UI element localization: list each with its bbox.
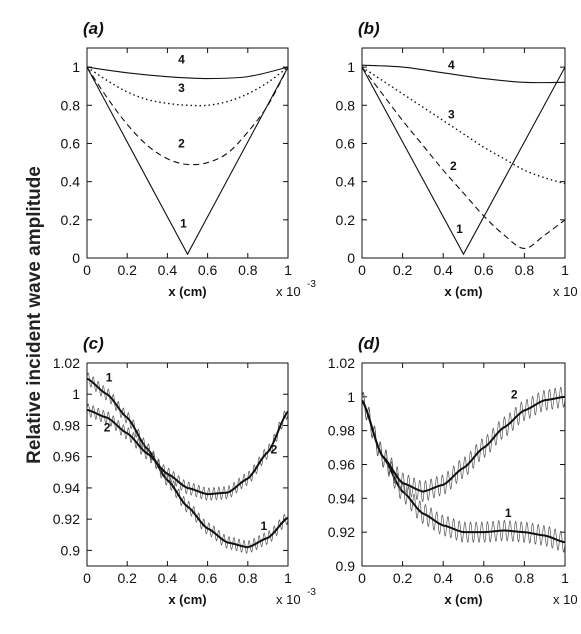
x-axis-multiplier: x 10 [276, 284, 301, 299]
y-tick-label: 0.2 [61, 212, 81, 228]
series-1-label: 1 [106, 371, 113, 385]
x-axis-multiplier-exponent: -3 [307, 279, 316, 290]
x-tick-label: 0.4 [158, 262, 178, 278]
y-tick-label: 0.8 [61, 97, 81, 113]
x-tick-label: 0.6 [198, 570, 218, 586]
x-tick-label: 0 [83, 570, 91, 586]
y-tick-label: 0.4 [336, 174, 356, 190]
x-axis-label: x (cm) [168, 592, 206, 607]
y-tick-label: 0.6 [336, 135, 356, 151]
x-axis-multiplier: x 10 [553, 592, 578, 607]
series-1-line [362, 66, 565, 256]
series-2-line [87, 408, 288, 496]
y-tick-label: 0.9 [61, 542, 81, 558]
x-tick-label: 0 [358, 570, 366, 586]
chart-panel-d: (d) 0 0.2 0.4 0.6 0.8 1 0.9 0.92 0.94 0.96 0.98 1 1.0… [328, 334, 578, 607]
panel-label: (c) [83, 334, 104, 353]
series-2-line [362, 66, 565, 250]
y-tick-label: 0 [347, 250, 355, 266]
y-tick-label: 1.02 [53, 355, 80, 371]
plot-frame [86, 362, 289, 567]
chart-panel-c: (c) 0 0.2 0.4 0.6 0.8 1 0.9 0.92 0.94 0.96 0.98 1 1.0… [53, 334, 317, 607]
x-tick-label: 0.8 [515, 570, 535, 586]
x-axis-multiplier: x 10 [553, 284, 578, 299]
x-tick-label: 0.4 [433, 570, 453, 586]
series-4-line [87, 66, 288, 80]
series-2-label: 2 [511, 388, 518, 402]
series-3-label: 3 [448, 108, 455, 122]
x-tick-label: 0.2 [117, 262, 137, 278]
chart-panel-a: (a) 0 0.2 0.4 0.6 0.8 1 0 0.2 0.4 0.6 0.8 1 x (cm) x 1… [61, 19, 317, 299]
x-axis-multiplier: x 10 [276, 592, 301, 607]
series-3-line [87, 66, 288, 107]
series-1-line [362, 399, 565, 544]
series-1-label: 1 [456, 222, 463, 236]
y-tick-label: 0.94 [53, 480, 80, 496]
series-2-label: 2 [104, 421, 111, 435]
panel-label: (b) [358, 19, 380, 38]
x-tick-label: 0.6 [474, 262, 494, 278]
x-tick-label: 0.2 [393, 262, 413, 278]
x-tick-label: 0.8 [515, 262, 535, 278]
x-tick-label: 0.2 [117, 570, 137, 586]
y-tick-label: 1 [347, 59, 355, 75]
plot-frame [86, 47, 289, 259]
y-tick-label: 1 [72, 386, 80, 402]
x-axis-label: x (cm) [444, 592, 482, 607]
y-tick-label: 0.2 [336, 212, 356, 228]
y-tick-label: 0.4 [61, 174, 81, 190]
x-tick-label: 0.6 [198, 262, 218, 278]
series-4-line [362, 64, 565, 84]
series-2-label: 2 [450, 159, 457, 173]
x-tick-label: 0.2 [393, 570, 413, 586]
y-tick-label: 0.98 [328, 423, 355, 439]
series-1-label: 1 [180, 216, 187, 230]
x-axis-label: x (cm) [168, 284, 206, 299]
x-tick-label: 0.4 [158, 570, 178, 586]
y-tick-label: 1.02 [328, 355, 355, 371]
x-tick-label: 0 [358, 262, 366, 278]
y-tick-label: 0.8 [336, 97, 356, 113]
x-axis-multiplier-exponent: -3 [307, 587, 316, 598]
y-tick-label: 0.96 [328, 457, 355, 473]
x-tick-label: 0 [83, 262, 91, 278]
y-tick-label: 0.6 [61, 135, 81, 151]
panel-label: (a) [83, 19, 104, 38]
y-tick-label: 1 [72, 59, 80, 75]
y-tick-label: 0.9 [336, 558, 356, 574]
series-2-oscillation [87, 403, 288, 501]
series-2-line [362, 395, 565, 493]
series-2-line [87, 66, 288, 166]
series-1-line [87, 377, 288, 549]
chart-panel-b: (b) 0 0.2 0.4 0.6 0.8 1 0 0.2 0.4 0.6 0.8 1 x (cm) x 1… [336, 19, 578, 299]
series-4-label: 4 [448, 58, 455, 72]
y-tick-label: 0.96 [53, 449, 80, 465]
x-tick-label: 1 [561, 262, 569, 278]
series-3-label: 3 [178, 81, 185, 95]
series-1-line [87, 66, 288, 256]
x-tick-label: 0.6 [474, 570, 494, 586]
series-4-label: 4 [178, 52, 185, 66]
x-axis-label: x (cm) [444, 284, 482, 299]
x-tick-label: 0.4 [433, 262, 453, 278]
series-1-label: 1 [505, 506, 512, 520]
x-tick-label: 1 [561, 570, 569, 586]
x-tick-label: 1 [284, 570, 292, 586]
series-2-label-2: 2 [271, 443, 278, 457]
y-tick-label: 0.94 [328, 490, 355, 506]
series-2-label: 2 [178, 136, 185, 150]
y-tick-label: 0 [72, 250, 80, 266]
x-tick-label: 1 [284, 262, 292, 278]
x-tick-label: 0.8 [238, 570, 258, 586]
y-tick-label: 0.92 [328, 524, 355, 540]
x-tick-label: 0.8 [238, 262, 258, 278]
plot-frame [361, 47, 566, 259]
y-tick-label: 0.98 [53, 417, 80, 433]
series-1-label-2: 1 [261, 519, 268, 533]
y-tick-label: 1 [347, 389, 355, 405]
y-tick-label: 0.92 [53, 511, 80, 527]
panel-label: (d) [358, 334, 380, 353]
series-3-line [362, 66, 565, 185]
